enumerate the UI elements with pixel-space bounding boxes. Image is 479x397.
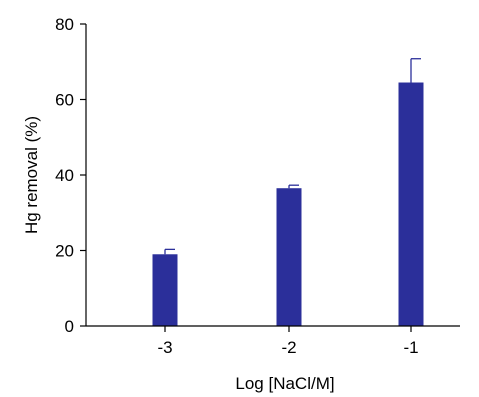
y-tick-label: 80	[55, 15, 74, 34]
y-axis-ticks: 0 20 40 60 80	[55, 15, 86, 336]
error-bars	[164, 58, 421, 255]
x-tick-label: -1	[403, 338, 418, 357]
y-tick-label: 20	[55, 242, 74, 261]
y-tick-label: 40	[55, 166, 74, 185]
bar	[152, 254, 178, 326]
y-axis-title: Hg removal (%)	[22, 116, 41, 234]
bars	[152, 82, 424, 326]
x-tick-label: -2	[281, 338, 296, 357]
bar	[276, 188, 302, 326]
y-tick-label: 60	[55, 91, 74, 110]
x-axis-title: Log [NaCl/M]	[235, 374, 334, 393]
x-tick-label: -3	[157, 338, 172, 357]
y-tick-label: 0	[65, 317, 74, 336]
x-axis-ticks: -3 -2 -1	[157, 326, 419, 357]
bar	[398, 82, 424, 326]
